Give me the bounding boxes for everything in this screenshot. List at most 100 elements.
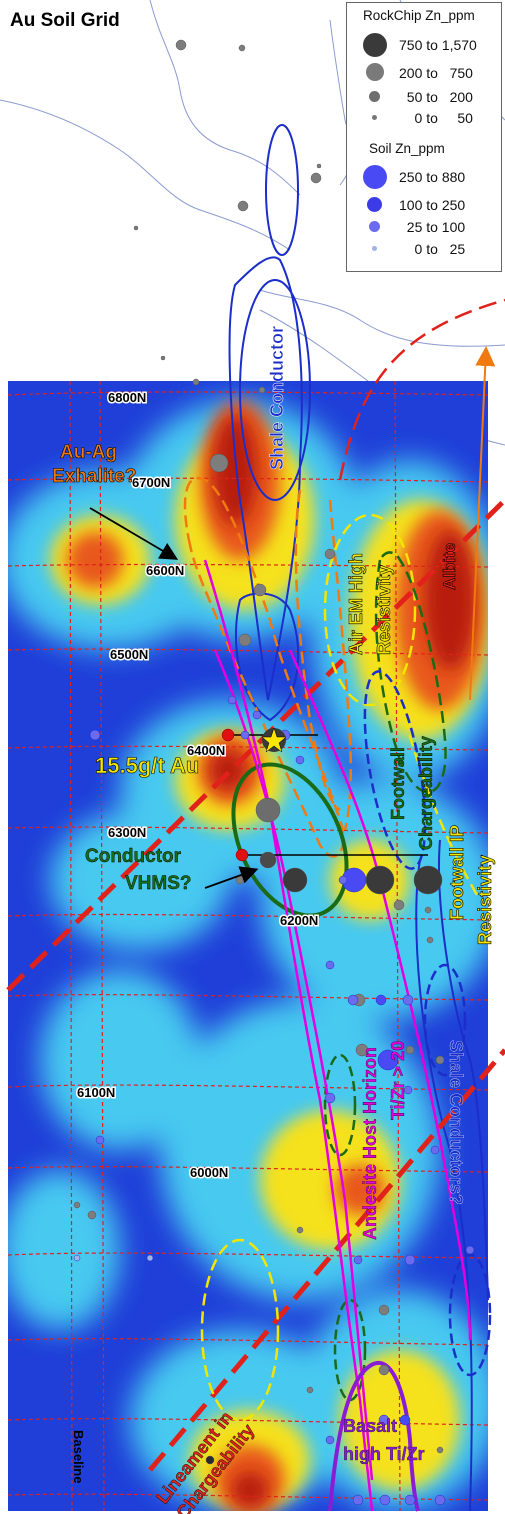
soil-sample bbox=[227, 695, 237, 705]
grid-lines bbox=[8, 381, 488, 1511]
soil-sample bbox=[434, 1494, 446, 1506]
soil-sample bbox=[377, 1049, 399, 1071]
soil-sample bbox=[89, 729, 101, 741]
rockchip-sample bbox=[87, 1210, 97, 1220]
northing-label: 6100N bbox=[77, 1085, 115, 1100]
rockchip-class-label: 50 to 200 bbox=[399, 89, 473, 105]
rockchip-class-symbol bbox=[369, 91, 380, 102]
soil-legend-row: 25 to 100 bbox=[347, 219, 503, 241]
rockchip-sample bbox=[253, 583, 267, 597]
soil-sample bbox=[347, 994, 359, 1006]
soil-legend-row: 0 to 25 bbox=[347, 241, 503, 263]
northing-label: 6500N bbox=[110, 647, 148, 662]
rockchip-class-symbol bbox=[366, 63, 384, 81]
gold-sample-point bbox=[221, 728, 235, 742]
footwall-chargeability-label-line2: Chargeability bbox=[416, 736, 436, 850]
soil-sample bbox=[404, 1254, 416, 1266]
rockchip-sample bbox=[238, 44, 246, 52]
soil-class-symbol bbox=[369, 221, 380, 232]
rockchip-sample bbox=[73, 1201, 81, 1209]
shale-conductor-label: Shale Conductor bbox=[267, 326, 287, 470]
exhalite-outlines bbox=[183, 476, 352, 858]
rockchip-sample bbox=[175, 39, 187, 51]
rockchip-sample bbox=[255, 797, 281, 823]
soil-sample bbox=[399, 1414, 411, 1426]
rockchip-class-symbol bbox=[372, 115, 377, 120]
northing-label: 6600N bbox=[146, 563, 184, 578]
basalt-label-line1: Basalt bbox=[343, 1416, 397, 1436]
gold-sample-points bbox=[221, 728, 249, 862]
soil-sample bbox=[324, 1092, 336, 1104]
baseline-label: Baseline bbox=[71, 1430, 86, 1483]
blue-dashed-outlines bbox=[363, 670, 492, 1377]
air-em-label-line1: Air EM High bbox=[346, 553, 366, 655]
soil-sample bbox=[73, 1254, 81, 1262]
annotation-arrows bbox=[89, 507, 259, 889]
rockchip-sample bbox=[192, 378, 200, 386]
shale-conductor-outlines bbox=[228, 124, 489, 1512]
soil-sample bbox=[353, 1255, 363, 1265]
soil-sample bbox=[375, 994, 387, 1006]
rockchip-sample bbox=[436, 1446, 444, 1454]
exhalite-label-line2: Exhalite? bbox=[52, 466, 136, 487]
rockchip-sample bbox=[259, 851, 277, 869]
rockchip-legend-row: 50 to 200 bbox=[347, 89, 503, 111]
rockchip-sample bbox=[237, 200, 249, 212]
andesite-label-line2: Ti/Zr > 20 bbox=[388, 1041, 408, 1120]
rockchip-sample bbox=[205, 1455, 215, 1465]
rockchip-sample bbox=[324, 548, 336, 560]
rockchip-sample bbox=[424, 906, 432, 914]
rockchip-sample bbox=[316, 163, 322, 169]
rockchip-sample bbox=[306, 1386, 314, 1394]
soil-sample bbox=[352, 1494, 364, 1506]
soil-class-label: 25 to 100 bbox=[399, 219, 466, 235]
gold-sample-point bbox=[235, 848, 249, 862]
soil-sample bbox=[146, 1254, 154, 1262]
orange-arrow bbox=[469, 346, 496, 701]
northing-label: 6200N bbox=[280, 913, 318, 928]
soil-anomaly-heatmap bbox=[8, 381, 488, 1511]
soil-sample bbox=[95, 1135, 105, 1145]
northing-labels: 6800N 6700N 6600N 6500N 6400N 6300N 6200N 6100N… bbox=[76, 389, 320, 1182]
soil-sample bbox=[378, 1414, 390, 1426]
albite-dashed-line bbox=[338, 298, 505, 481]
soil-sample bbox=[379, 1494, 391, 1506]
basalt-label-line2: high Ti/Zr bbox=[343, 1444, 425, 1464]
soil-class-symbol bbox=[367, 197, 382, 212]
rockchip-class-symbol bbox=[363, 33, 387, 57]
legend: RockChip Zn_ppm 750 to 1,570 200 to 750 … bbox=[346, 2, 502, 272]
soil-class-label: 0 to 25 bbox=[399, 241, 466, 257]
rockchip-sample bbox=[296, 1226, 304, 1234]
soil-class-symbol bbox=[363, 165, 387, 189]
rockchip-legend-row: 0 to 50 bbox=[347, 110, 503, 132]
rockchip-legend-title: RockChip Zn_ppm bbox=[363, 8, 475, 23]
soil-sample bbox=[465, 1245, 475, 1255]
soil-legend-row: 100 to 250 bbox=[347, 197, 503, 219]
rockchip-sample bbox=[413, 865, 443, 895]
soil-sample bbox=[338, 875, 348, 885]
gold-result-label: 15.5g/t Au bbox=[95, 753, 199, 778]
rockchip-sample bbox=[378, 1364, 390, 1376]
soil-sample bbox=[402, 994, 414, 1006]
northing-label: 6800N bbox=[108, 390, 146, 405]
soil-sample bbox=[252, 710, 262, 720]
rockchip-sample bbox=[258, 386, 266, 394]
soil-class-symbol bbox=[372, 246, 377, 251]
soil-sample bbox=[403, 1085, 413, 1095]
gold-star-icon bbox=[261, 727, 287, 753]
rockchip-sample bbox=[365, 865, 395, 895]
footwall-ip-label-line2: Resistivity bbox=[475, 855, 495, 945]
soil-sample bbox=[295, 755, 305, 765]
rockchip-sample bbox=[405, 1045, 415, 1055]
soil-sample bbox=[430, 1145, 440, 1155]
rockchip-class-label: 0 to 50 bbox=[399, 110, 473, 126]
conductor-label-line2: VHMS? bbox=[125, 873, 192, 894]
soil-sample bbox=[404, 1494, 416, 1506]
footwall-ip-label-line1: Footwall IP bbox=[447, 825, 467, 920]
soil-legend-title: Soil Zn_ppm bbox=[369, 141, 445, 156]
rockchip-legend-row: 200 to 750 bbox=[347, 63, 503, 87]
northing-label: 6700N bbox=[132, 475, 170, 490]
soil-class-label: 250 to 880 bbox=[399, 169, 466, 185]
rockchip-sample bbox=[133, 225, 139, 231]
soil-sample bbox=[325, 1435, 335, 1445]
